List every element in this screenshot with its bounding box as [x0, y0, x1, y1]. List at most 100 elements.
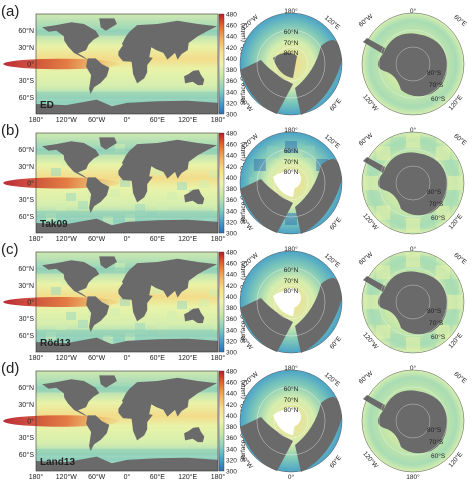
ocean-patch [56, 203, 66, 211]
lon-tick-label: 60°W [88, 473, 106, 481]
north-america-land [42, 379, 100, 417]
arctic-patch [267, 145, 279, 158]
colorbar-title-unit: (µatm) [240, 261, 247, 280]
figure-row-4: (d) 60°N 30°N 0° 30°S 60°S 180° 120°W 60°W 0° 60°E… [1, 360, 469, 481]
arctic-label-right: 60°E [328, 215, 344, 232]
lon-tick-label: 60°E [150, 235, 166, 243]
ocean-patch [152, 286, 162, 294]
subpolar-band-south [36, 210, 218, 218]
lon-tick-label: 120°W [56, 473, 77, 481]
ocean-patch [199, 180, 209, 188]
ocean-patch [110, 189, 120, 197]
ocean-patch [115, 263, 125, 271]
colorbar-tick-label: 460 [226, 142, 237, 149]
arctic-frame [239, 12, 343, 116]
south-america-land [86, 415, 110, 451]
lat-tick-label: 30°N [18, 282, 34, 290]
lon-tick-label: 60°E [150, 354, 166, 362]
eurasia-africa-land [118, 258, 217, 322]
southern-ocean-patch [422, 214, 437, 229]
lat-tick-label: 60°N [18, 146, 34, 154]
ocean-patch [204, 334, 214, 342]
southern-ocean-patch [389, 214, 404, 229]
southern-ocean-patch [406, 134, 420, 148]
antarctic-graticule [395, 46, 431, 82]
lon-tick-label: 180° [29, 116, 44, 124]
ocean-patch [157, 202, 167, 210]
arctic-graticule [273, 284, 309, 320]
arctic-label-lat_60: 60°N [284, 28, 299, 36]
greenland-land [99, 256, 117, 269]
arctic-graticule [256, 148, 326, 218]
colorbar-tick-label: 380 [226, 186, 237, 193]
antarctic-label-lat_70: 70°S [429, 319, 444, 327]
colorbar-title-unit: (µatm) [240, 380, 247, 399]
southern-ocean-patch [444, 159, 459, 174]
world-map [3, 370, 219, 472]
colorbar-tick-label: 440 [226, 34, 237, 41]
lat-tick-label: 30°N [18, 401, 34, 409]
north-america-land [42, 141, 100, 179]
antarctic-label-right: 60°E [452, 370, 469, 386]
lat-tick-label: 60°S [19, 451, 35, 459]
ocean-patch [51, 168, 61, 176]
antarctic-graticule [378, 148, 448, 218]
antarctic-graticule [378, 386, 448, 456]
colorbar-tick-label: 320 [226, 338, 237, 345]
colorbar-gradient [218, 251, 225, 353]
arctic-frame [239, 131, 343, 235]
arctic-label-top: 180° [284, 364, 298, 372]
antarctic-label-right: 60°E [452, 251, 469, 267]
colorbar-tick-label: 340 [226, 446, 237, 453]
arctic-ice [281, 407, 301, 427]
eurasia-land [295, 159, 342, 234]
antarctic-graticule [395, 284, 431, 320]
eurasia-africa-land [118, 20, 217, 84]
world-map [3, 251, 224, 353]
colorbar-tick-label: 480 [226, 250, 237, 257]
ocean-patch [120, 298, 130, 306]
dataset-label: ED [40, 100, 54, 111]
ocean-patch [120, 179, 130, 187]
ocean-patch [135, 204, 145, 212]
southern-ocean-patch [389, 137, 404, 152]
north-america-land [240, 417, 293, 471]
antarctic-graticule [378, 267, 448, 337]
colorbar-tick-label: 340 [226, 327, 237, 334]
ocean-patch [103, 216, 113, 224]
antarctic-label-top: 0° [410, 7, 417, 15]
dataset-label: Tak09 [40, 219, 68, 230]
colorbar-tick-label: 300 [226, 350, 237, 357]
north-america-land [42, 22, 100, 60]
antarctic-map [361, 250, 465, 354]
lat-tick-label: 0° [27, 61, 34, 69]
ocean-patch [177, 301, 187, 309]
arctic-label-lat_70: 70°N [284, 396, 299, 404]
world-map [3, 132, 224, 234]
lon-tick-label: 60°E [150, 473, 166, 481]
antarctic-label-lat_70: 70°S [429, 200, 444, 208]
antarctic-label-left: 60°W [357, 12, 375, 29]
arctic-patch [253, 159, 266, 171]
south-america-land [86, 296, 110, 332]
south-america-land [86, 58, 110, 94]
arctic-label-lat_80: 80°N [284, 168, 299, 176]
ocean-patch [78, 201, 88, 209]
antarctic-graticule [378, 29, 448, 99]
antarctic-label-top: 0° [410, 245, 417, 253]
southern-ocean-patch [422, 333, 437, 348]
lat-tick-label: 60°S [19, 94, 35, 102]
lat-tick-label: 30°S [19, 196, 35, 204]
colorbar-tick-label: 320 [226, 457, 237, 464]
southern-ocean-patch [448, 295, 462, 309]
southern-ocean-patch [406, 218, 420, 232]
lon-tick-label: 180° [211, 235, 226, 243]
antarctic-label-lat_80: 80°S [427, 69, 442, 77]
subpolar-band-south [36, 448, 218, 456]
antarctic-label-left: 60°W [357, 131, 375, 148]
antarctic-label-lat_60: 60°S [431, 452, 446, 460]
ocean-patch [66, 312, 76, 320]
arctic-label-lat_80: 80°N [284, 49, 299, 57]
subpolar-band-south [36, 91, 218, 99]
antarctic-graticule [395, 165, 431, 201]
